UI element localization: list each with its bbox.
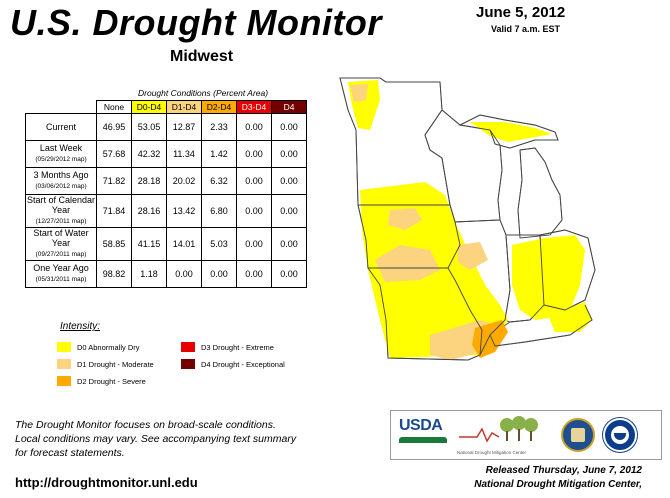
- cell: 71.82: [96, 167, 132, 195]
- col-header: D3-D4: [236, 100, 272, 114]
- cell: 14.01: [166, 227, 202, 261]
- cell: 20.02: [166, 167, 202, 195]
- noaa-seal-icon: [603, 418, 637, 452]
- usda-logo: USDA: [399, 417, 447, 451]
- cell: 1.42: [201, 140, 237, 168]
- table-caption: Drought Conditions (Percent Area): [138, 88, 269, 98]
- state-borders: [339, 77, 596, 361]
- d0-area-indiana-ohio: [512, 235, 585, 320]
- cell: 0.00: [271, 260, 307, 288]
- cell: 42.32: [131, 140, 167, 168]
- cell: 6.80: [201, 194, 237, 228]
- legend-item: D1 Drought - Moderate: [57, 359, 154, 369]
- midwest-drought-map: [339, 77, 596, 361]
- col-header: D0-D4: [131, 100, 167, 114]
- cell: 28.18: [131, 167, 167, 195]
- legend-swatch: [57, 359, 71, 369]
- legend-swatch: [181, 342, 195, 352]
- logo-strip: USDA National Drought Mitigation Center: [390, 410, 662, 460]
- cell: 57.68: [96, 140, 132, 168]
- row-label: Start of Calendar Year (12/27/2011 map): [25, 194, 97, 228]
- table-row: Start of Water Year (09/27/2011 map) 58.8…: [25, 227, 307, 261]
- cell: 0.00: [271, 194, 307, 228]
- cell: 1.18: [131, 260, 167, 288]
- d1-area-iowa: [388, 208, 422, 230]
- cell: 0.00: [236, 167, 272, 195]
- d0-area-michigan-up: [470, 122, 552, 142]
- cell: 0.00: [236, 113, 272, 141]
- cell: 13.42: [166, 194, 202, 228]
- disclaimer-note: The Drought Monitor focuses on broad-sca…: [15, 419, 297, 459]
- state-michigan-lp: [517, 147, 563, 239]
- d2-area-bootheel: [472, 320, 508, 358]
- cell: 0.00: [271, 113, 307, 141]
- d1-area-missouri: [375, 245, 440, 282]
- map-date: June 5, 2012: [476, 4, 566, 21]
- row-label: Last Week (05/29/2012 map): [25, 140, 97, 168]
- cell: 0.00: [166, 260, 202, 288]
- row-label: Start of Water Year (09/27/2011 map): [25, 227, 97, 261]
- d1-area-illinois: [458, 242, 488, 270]
- table-row: Last Week (05/29/2012 map) 57.68 42.32 11…: [25, 140, 307, 168]
- cell: 41.15: [131, 227, 167, 261]
- cell: 0.00: [236, 227, 272, 261]
- cell: 0.00: [271, 227, 307, 261]
- legend-item: D4 Drought - Exceptional: [181, 359, 285, 369]
- release-info: Released Thursday, June 7, 2012 National…: [474, 465, 642, 490]
- table-row: Current 46.95 53.05 12.87 2.33 0.00 0.00: [25, 113, 307, 141]
- row-label: Current: [25, 113, 97, 141]
- cell: 12.87: [166, 113, 202, 141]
- cell: 0.00: [236, 140, 272, 168]
- cell: 2.33: [201, 113, 237, 141]
- row-label: One Year Ago (05/31/2011 map): [25, 260, 97, 288]
- legend-item: D0 Abnormally Dry: [57, 342, 140, 352]
- map-title: U.S. Drought Monitor: [10, 2, 382, 43]
- col-header: None: [96, 100, 132, 114]
- valid-time: Valid 7 a.m. EST: [491, 24, 561, 34]
- ndmc-logo: National Drought Mitigation Center: [457, 415, 547, 455]
- col-header: D1-D4: [166, 100, 202, 114]
- cell: 28.16: [131, 194, 167, 228]
- region-name: Midwest: [170, 48, 234, 65]
- cell: 5.03: [201, 227, 237, 261]
- legend-swatch: [57, 376, 71, 386]
- cell: 0.00: [201, 260, 237, 288]
- cell: 71.84: [96, 194, 132, 228]
- cell: 11.34: [166, 140, 202, 168]
- cell: 46.95: [96, 113, 132, 141]
- cell: 0.00: [271, 140, 307, 168]
- drought-conditions-table: None D0-D4 D1-D4 D2-D4 D3-D4 D4 Current …: [25, 100, 307, 288]
- col-header: D4: [271, 100, 307, 114]
- legend-swatch: [57, 342, 71, 352]
- cell: 0.00: [236, 260, 272, 288]
- table-row: One Year Ago (05/31/2011 map) 98.82 1.18 …: [25, 260, 307, 288]
- table-row: 3 Months Ago (03/06/2012 map) 71.82 28.18…: [25, 167, 307, 195]
- cell: 6.32: [201, 167, 237, 195]
- cell: 0.00: [271, 167, 307, 195]
- cell: 58.85: [96, 227, 132, 261]
- row-label: 3 Months Ago (03/06/2012 map): [25, 167, 97, 195]
- legend-swatch: [181, 359, 195, 369]
- table-row: Start of Calendar Year (12/27/2011 map) 7…: [25, 194, 307, 228]
- cell: 53.05: [131, 113, 167, 141]
- d0-area-kentucky-east: [548, 302, 592, 332]
- legend-item: D3 Drought - Extreme: [181, 342, 274, 352]
- d1-area-minnesota: [350, 84, 368, 102]
- legend-title: Intensity:: [60, 321, 101, 332]
- cell: 0.00: [236, 194, 272, 228]
- doc-seal-icon: [561, 418, 595, 452]
- cell: 98.82: [96, 260, 132, 288]
- website-link[interactable]: http://droughtmonitor.unl.edu: [15, 475, 198, 490]
- col-header: D2-D4: [201, 100, 237, 114]
- tree-icon: [500, 416, 538, 432]
- legend-item: D2 Drought - Severe: [57, 376, 146, 386]
